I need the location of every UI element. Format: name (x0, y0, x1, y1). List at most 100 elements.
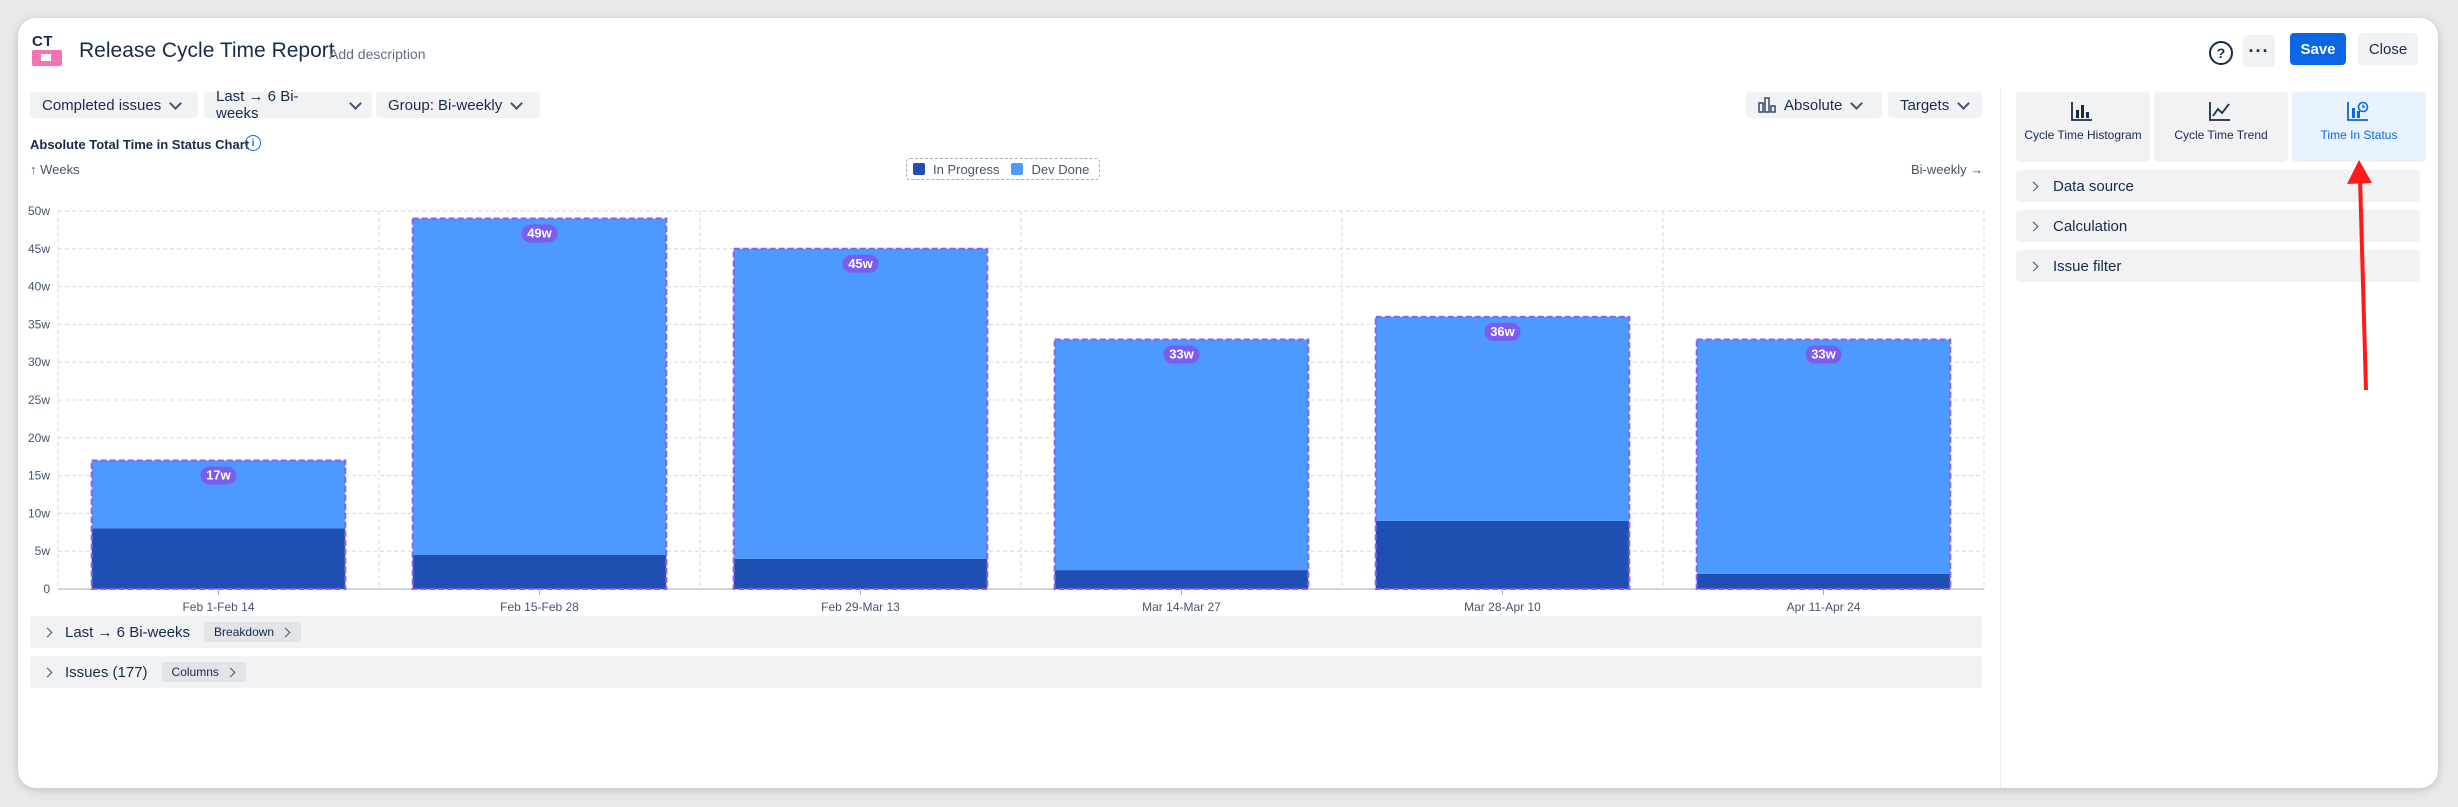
accordion-calculation[interactable]: Calculation (2016, 210, 2420, 242)
trend-line-icon (2209, 102, 2230, 121)
tile-cycle-time-histogram[interactable]: Cycle Time Histogram (2016, 92, 2150, 162)
legend-swatch (1011, 163, 1024, 175)
breakdown-row[interactable]: Last → 6 Bi-weeks Breakdown (30, 616, 1982, 648)
bar-chart-icon (1758, 97, 1776, 113)
x-tick-label: Feb 1-Feb 14 (182, 600, 254, 614)
x-tick-label: Feb 15-Feb 28 (500, 600, 579, 614)
breakdown-chip[interactable]: Breakdown (204, 622, 302, 642)
y-tick-label: 0 (43, 582, 50, 596)
bar-segment-in-progress (1696, 573, 1951, 589)
app-logo: CT (30, 34, 64, 68)
total-label: 36w (1490, 324, 1515, 339)
legend-item-dev-done[interactable]: Dev Done (1011, 162, 1089, 177)
targets-label: Targets (1900, 96, 1950, 114)
accordion-issue-filter[interactable]: Issue filter (2016, 250, 2420, 282)
more-options-button[interactable]: ··· (2243, 35, 2275, 67)
issues-filter-label: Completed issues (42, 96, 162, 114)
issues-row-label: Issues (177) (65, 663, 148, 681)
group-filter-dropdown[interactable]: Group: Bi-weekly (376, 92, 540, 118)
report-header: CT Release Cycle Time Report Add descrip… (18, 18, 2438, 88)
save-button[interactable]: Save (2290, 33, 2346, 65)
columns-chip[interactable]: Columns (161, 662, 246, 682)
total-label-pill (200, 466, 237, 485)
x-tick-label: Apr 11-Apr 24 (1787, 600, 1861, 614)
chart-legend: In Progress Dev Done (906, 158, 1101, 180)
x-tick-label: Mar 14-Mar 27 (1142, 600, 1221, 614)
y-tick-label: 30w (28, 355, 50, 369)
y-tick-label: 45w (28, 242, 50, 256)
total-label-pill (1163, 345, 1200, 364)
y-axis-unit-hint: ↑ Weeks (30, 162, 80, 177)
tile-label: Time In Status (2320, 128, 2398, 142)
breakdown-row-label: Last → 6 Bi-weeks (65, 623, 191, 641)
accordion-label: Calculation (2053, 217, 2128, 235)
group-filter-label: Group: Bi-weekly (388, 96, 503, 114)
bar-segment-dev-done (1054, 339, 1309, 571)
bar-outline (1053, 338, 1310, 590)
x-axis-group-hint: Bi-weekly → (1911, 162, 1984, 177)
accordion-label: Issue filter (2053, 257, 2122, 275)
tile-time-in-status[interactable]: Time In Status (2292, 92, 2426, 162)
bar-segment-in-progress (733, 558, 988, 589)
total-label: 33w (1811, 347, 1836, 362)
y-tick-label: 40w (28, 280, 50, 294)
legend-label: In Progress (933, 161, 1000, 177)
y-tick-label: 15w (28, 469, 50, 483)
help-button[interactable]: ? (2206, 38, 2236, 68)
panel-divider (2000, 88, 2001, 788)
total-label: 45w (848, 256, 873, 271)
breakdown-chip-label: Breakdown (214, 625, 275, 639)
total-label: 33w (1169, 347, 1194, 362)
more-icon: ··· (2248, 40, 2270, 61)
tile-label: Cycle Time Histogram (2024, 128, 2142, 142)
total-label-pill (1484, 322, 1521, 341)
bar-segment-in-progress (91, 528, 346, 589)
y-tick-label: 50w (28, 204, 50, 218)
info-icon[interactable]: i (245, 135, 261, 151)
accordion-label: Data source (2053, 177, 2134, 195)
tile-label: Cycle Time Trend (2174, 128, 2268, 142)
help-icon: ? (2209, 41, 2233, 65)
bar-segment-dev-done (1696, 339, 1951, 574)
bar-segment-in-progress (1375, 520, 1630, 589)
total-label: 17w (206, 467, 231, 482)
x-tick-label: Feb 29-Mar 13 (821, 600, 900, 614)
y-tick-label: 35w (28, 317, 50, 331)
range-filter-label: Last → 6 Bi-weeks (216, 88, 299, 122)
range-filter-dropdown[interactable]: Last → 6 Bi-weeks (204, 88, 372, 122)
x-tick-label: Mar 28-Apr 10 (1464, 600, 1541, 614)
issues-filter-dropdown[interactable]: Completed issues (30, 92, 198, 118)
bar-outline (1695, 338, 1952, 590)
stacked-bar-chart: 0 5w 10w 15w 20w 25w 30w 35w 40w 45w 50w 17w Feb 1-F… (28, 204, 1985, 614)
time-in-status-icon (2347, 101, 2369, 121)
bar-segment-dev-done (733, 248, 988, 559)
arrow-shaft (2358, 177, 2368, 391)
report-window: CT Release Cycle Time Report Add descrip… (18, 18, 2438, 788)
logo-text: CT (32, 33, 53, 50)
add-description-link[interactable]: Add description (329, 46, 426, 62)
columns-chip-label: Columns (171, 665, 219, 679)
legend-swatch (913, 163, 925, 175)
bar-segment-dev-done (412, 218, 667, 555)
legend-item-in-progress[interactable]: In Progress (913, 162, 999, 177)
arrow-head (2347, 160, 2372, 184)
chart-title: Absolute Total Time in Status Chart (30, 137, 250, 152)
issues-row[interactable]: Issues (177) Columns (30, 656, 1982, 688)
legend-label: Dev Done (1031, 161, 1090, 177)
y-tick-label: 10w (28, 506, 50, 520)
logo-notch (41, 54, 51, 61)
bar-segment-dev-done (1375, 316, 1630, 521)
total-label-pill (842, 254, 879, 273)
targets-dropdown[interactable]: Targets (1888, 92, 1982, 118)
y-tick-label: 20w (28, 431, 50, 445)
histogram-icon (2071, 102, 2092, 121)
total-label: 49w (527, 226, 552, 241)
y-tick-label: 5w (35, 544, 51, 558)
mode-label: Absolute (1784, 96, 1843, 114)
mode-dropdown[interactable]: Absolute (1746, 92, 1882, 118)
tile-cycle-time-trend[interactable]: Cycle Time Trend (2154, 92, 2288, 162)
close-button[interactable]: Close (2358, 33, 2418, 65)
report-title[interactable]: Release Cycle Time Report (79, 39, 335, 62)
bar-segment-in-progress (1054, 570, 1309, 589)
